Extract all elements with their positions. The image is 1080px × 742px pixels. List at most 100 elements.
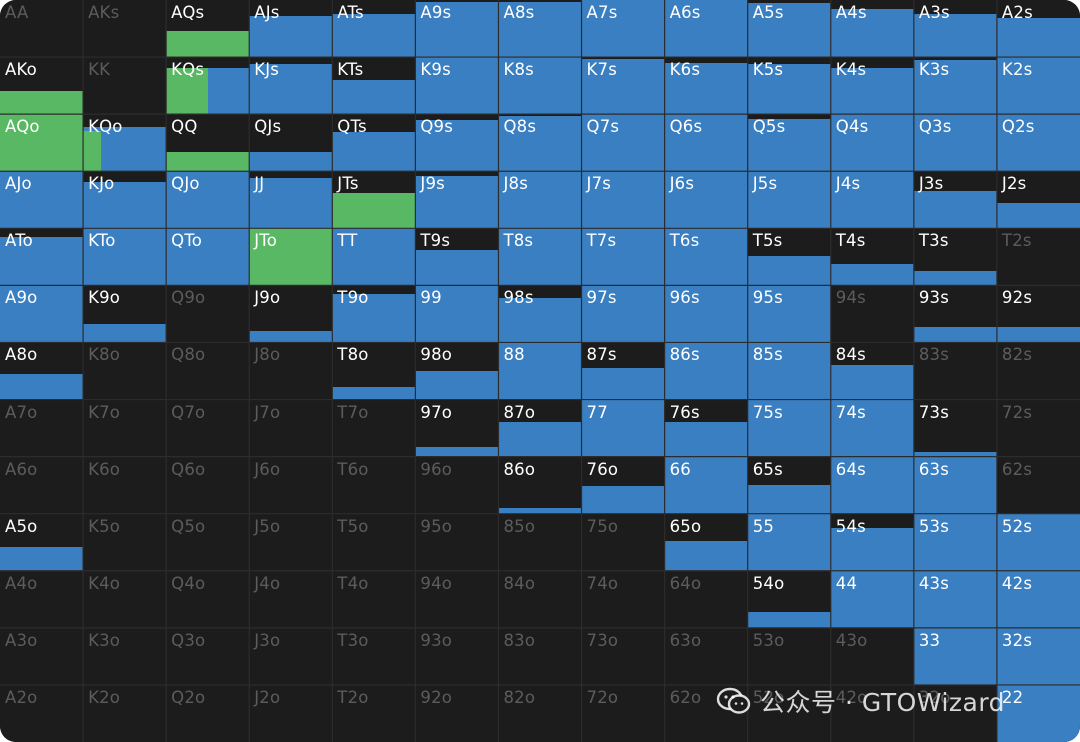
hand-cell-KTs[interactable]: KTs — [332, 57, 416, 115]
hand-cell-J2s[interactable]: J2s — [996, 171, 1080, 229]
hand-cell-AKo[interactable]: AKo — [0, 57, 84, 115]
hand-cell-J9o[interactable]: J9o — [249, 285, 333, 343]
hand-cell-K4s[interactable]: K4s — [830, 57, 914, 115]
hand-cell-A9o[interactable]: A9o — [0, 285, 84, 343]
hand-cell-J2o[interactable]: J2o — [249, 684, 333, 742]
hand-cell-64o[interactable]: 64o — [664, 570, 748, 628]
hand-cell-92o[interactable]: 92o — [415, 684, 499, 742]
hand-cell-KTo[interactable]: KTo — [83, 228, 167, 286]
hand-cell-65o[interactable]: 65o — [664, 513, 748, 571]
hand-cell-Q4s[interactable]: Q4s — [830, 114, 914, 172]
hand-cell-63s[interactable]: 63s — [913, 456, 997, 514]
hand-cell-A2o[interactable]: A2o — [0, 684, 84, 742]
hand-cell-K3o[interactable]: K3o — [83, 627, 167, 685]
hand-cell-K6o[interactable]: K6o — [83, 456, 167, 514]
hand-cell-K7o[interactable]: K7o — [83, 399, 167, 457]
hand-cell-75o[interactable]: 75o — [581, 513, 665, 571]
hand-cell-K2s[interactable]: K2s — [996, 57, 1080, 115]
hand-cell-43o[interactable]: 43o — [830, 627, 914, 685]
hand-cell-55[interactable]: 55 — [747, 513, 831, 571]
hand-cell-A9s[interactable]: A9s — [415, 0, 499, 58]
hand-cell-64s[interactable]: 64s — [830, 456, 914, 514]
hand-cell-QQ[interactable]: QQ — [166, 114, 250, 172]
hand-cell-86o[interactable]: 86o — [498, 456, 582, 514]
hand-cell-AJo[interactable]: AJo — [0, 171, 84, 229]
hand-cell-72o[interactable]: 72o — [581, 684, 665, 742]
hand-cell-97o[interactable]: 97o — [415, 399, 499, 457]
hand-cell-QTo[interactable]: QTo — [166, 228, 250, 286]
hand-cell-87s[interactable]: 87s — [581, 342, 665, 400]
hand-cell-T9s[interactable]: T9s — [415, 228, 499, 286]
hand-cell-JTs[interactable]: JTs — [332, 171, 416, 229]
hand-cell-76o[interactable]: 76o — [581, 456, 665, 514]
hand-cell-44[interactable]: 44 — [830, 570, 914, 628]
hand-cell-J7o[interactable]: J7o — [249, 399, 333, 457]
hand-cell-84s[interactable]: 84s — [830, 342, 914, 400]
hand-cell-A5s[interactable]: A5s — [747, 0, 831, 58]
hand-cell-T7s[interactable]: T7s — [581, 228, 665, 286]
hand-cell-T6o[interactable]: T6o — [332, 456, 416, 514]
hand-cell-T9o[interactable]: T9o — [332, 285, 416, 343]
hand-cell-87o[interactable]: 87o — [498, 399, 582, 457]
hand-cell-65s[interactable]: 65s — [747, 456, 831, 514]
hand-cell-AA[interactable]: AA — [0, 0, 84, 58]
hand-cell-AKs[interactable]: AKs — [83, 0, 167, 58]
hand-cell-Q5s[interactable]: Q5s — [747, 114, 831, 172]
hand-cell-KK[interactable]: KK — [83, 57, 167, 115]
hand-cell-Q3s[interactable]: Q3s — [913, 114, 997, 172]
hand-cell-77[interactable]: 77 — [581, 399, 665, 457]
hand-cell-53s[interactable]: 53s — [913, 513, 997, 571]
hand-cell-KQs[interactable]: KQs — [166, 57, 250, 115]
hand-cell-J7s[interactable]: J7s — [581, 171, 665, 229]
hand-cell-73o[interactable]: 73o — [581, 627, 665, 685]
hand-cell-A4s[interactable]: A4s — [830, 0, 914, 58]
hand-cell-K5o[interactable]: K5o — [83, 513, 167, 571]
hand-cell-K8o[interactable]: K8o — [83, 342, 167, 400]
hand-cell-J3s[interactable]: J3s — [913, 171, 997, 229]
hand-cell-Q2s[interactable]: Q2s — [996, 114, 1080, 172]
hand-cell-QTs[interactable]: QTs — [332, 114, 416, 172]
hand-cell-J6s[interactable]: J6s — [664, 171, 748, 229]
hand-cell-Q9o[interactable]: Q9o — [166, 285, 250, 343]
hand-cell-J4o[interactable]: J4o — [249, 570, 333, 628]
hand-cell-83s[interactable]: 83s — [913, 342, 997, 400]
hand-cell-TT[interactable]: TT — [332, 228, 416, 286]
hand-cell-J5o[interactable]: J5o — [249, 513, 333, 571]
hand-cell-K4o[interactable]: K4o — [83, 570, 167, 628]
hand-cell-A6o[interactable]: A6o — [0, 456, 84, 514]
hand-cell-AQo[interactable]: AQo — [0, 114, 84, 172]
hand-cell-82o[interactable]: 82o — [498, 684, 582, 742]
hand-cell-85s[interactable]: 85s — [747, 342, 831, 400]
hand-cell-52o[interactable]: 52o — [747, 684, 831, 742]
hand-cell-AJs[interactable]: AJs — [249, 0, 333, 58]
hand-cell-98o[interactable]: 98o — [415, 342, 499, 400]
hand-cell-K9s[interactable]: K9s — [415, 57, 499, 115]
hand-cell-74o[interactable]: 74o — [581, 570, 665, 628]
hand-cell-86s[interactable]: 86s — [664, 342, 748, 400]
hand-cell-Q6s[interactable]: Q6s — [664, 114, 748, 172]
hand-cell-T7o[interactable]: T7o — [332, 399, 416, 457]
hand-cell-JTo[interactable]: JTo — [249, 228, 333, 286]
hand-cell-99[interactable]: 99 — [415, 285, 499, 343]
hand-cell-76s[interactable]: 76s — [664, 399, 748, 457]
hand-cell-A3s[interactable]: A3s — [913, 0, 997, 58]
hand-cell-K5s[interactable]: K5s — [747, 57, 831, 115]
hand-cell-ATo[interactable]: ATo — [0, 228, 84, 286]
hand-cell-42s[interactable]: 42s — [996, 570, 1080, 628]
hand-cell-J3o[interactable]: J3o — [249, 627, 333, 685]
hand-cell-J9s[interactable]: J9s — [415, 171, 499, 229]
hand-cell-KJo[interactable]: KJo — [83, 171, 167, 229]
hand-cell-K6s[interactable]: K6s — [664, 57, 748, 115]
hand-cell-94o[interactable]: 94o — [415, 570, 499, 628]
hand-cell-J4s[interactable]: J4s — [830, 171, 914, 229]
hand-cell-J5s[interactable]: J5s — [747, 171, 831, 229]
hand-cell-T3o[interactable]: T3o — [332, 627, 416, 685]
hand-cell-J6o[interactable]: J6o — [249, 456, 333, 514]
hand-cell-T2o[interactable]: T2o — [332, 684, 416, 742]
hand-cell-T4s[interactable]: T4s — [830, 228, 914, 286]
hand-cell-Q6o[interactable]: Q6o — [166, 456, 250, 514]
hand-cell-Q9s[interactable]: Q9s — [415, 114, 499, 172]
hand-cell-53o[interactable]: 53o — [747, 627, 831, 685]
hand-cell-T4o[interactable]: T4o — [332, 570, 416, 628]
hand-cell-32o[interactable]: 32o — [913, 684, 997, 742]
